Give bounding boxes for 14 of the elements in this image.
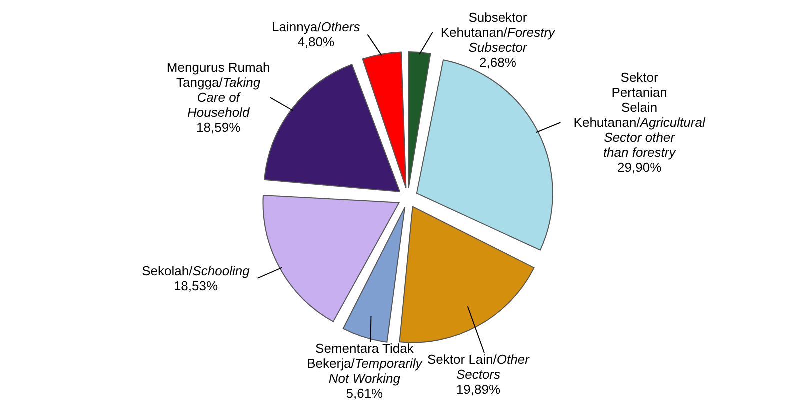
- slice-label: Sekolah/Schooling: [142, 263, 251, 278]
- data-label: 5,61%: [346, 386, 384, 401]
- data-label: 4,80%: [298, 34, 336, 50]
- data-label: 2,68%: [480, 55, 517, 70]
- category-label: Sementara Tidak Bekerja/Temporarily Not Working: [307, 341, 422, 386]
- slice-label: Subsektor Kehutanan/Forestry Subsector: [440, 10, 557, 55]
- data-label: 18,53%: [174, 278, 218, 294]
- category-label: Sektor Pertanian Selain Kehutanan/Agricultural Sector other than forestry: [574, 70, 706, 160]
- slice-label: Lainnya/Others: [272, 20, 361, 35]
- slice-label: Sektor Lain/Other Sectors: [428, 352, 530, 382]
- slice-label: Mengurus Rumah Tangga/Taking Care of Household: [166, 60, 270, 120]
- data-label: 19,89%: [456, 382, 501, 397]
- data-label: 29,90%: [618, 160, 662, 176]
- data-label: 18,59%: [196, 120, 242, 136]
